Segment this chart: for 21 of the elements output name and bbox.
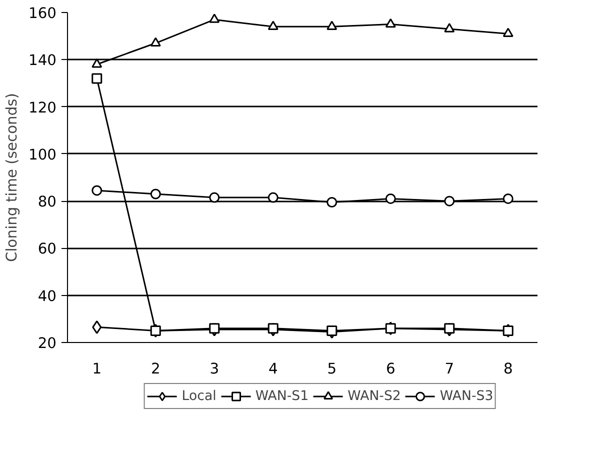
x-tick-label: 6 xyxy=(386,360,396,378)
y-tick-label: 80 xyxy=(38,194,57,211)
legend-label: Local xyxy=(182,388,216,404)
legend-label: WAN-S1 xyxy=(255,388,309,404)
x-tick-label: 8 xyxy=(503,360,513,378)
legend-label: WAN-S3 xyxy=(440,388,494,404)
y-axis-title: Cloning time (seconds) xyxy=(4,93,21,262)
x-tick-label: 4 xyxy=(268,360,278,378)
x-tick-label: 7 xyxy=(444,360,454,378)
y-tick-label: 100 xyxy=(28,146,57,164)
x-tick-label: 5 xyxy=(327,360,337,378)
x-tick-label: 3 xyxy=(210,360,220,378)
y-tick-label: 140 xyxy=(28,52,57,70)
x-tick-label: 1 xyxy=(92,360,102,378)
y-tick-label: 120 xyxy=(28,99,57,116)
legend-label: WAN-S2 xyxy=(348,388,401,404)
y-tick-label: 160 xyxy=(28,5,57,22)
x-tick-label: 2 xyxy=(150,360,160,378)
y-tick-label: 60 xyxy=(38,240,57,258)
y-tick-label: 20 xyxy=(38,335,57,352)
y-tick-label: 40 xyxy=(38,288,57,305)
